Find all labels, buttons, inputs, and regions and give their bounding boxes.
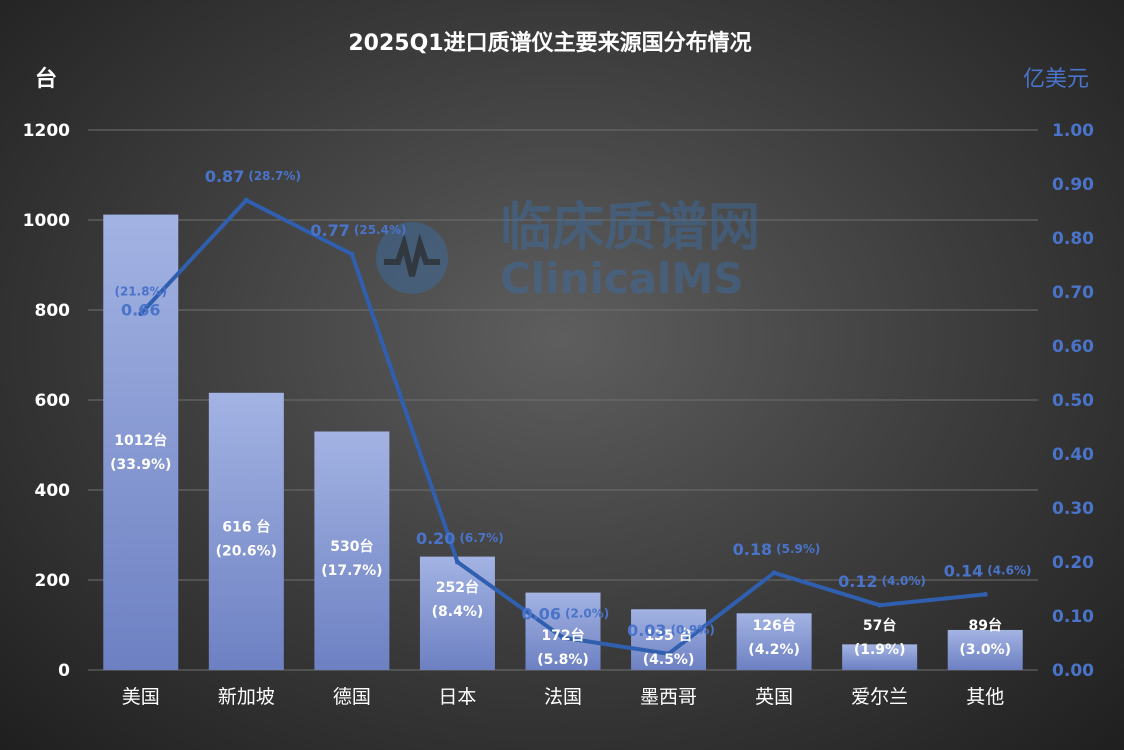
line-pct-label: (4.6%): [987, 563, 1031, 577]
line-value-label: 0.12: [838, 572, 877, 591]
right-tick-label: 0.90: [1052, 175, 1094, 195]
bar-value-label: 57台: [863, 617, 896, 634]
left-tick-label: 600: [35, 391, 71, 411]
left-tick-label: 800: [35, 301, 71, 321]
left-tick-label: 1200: [23, 121, 70, 141]
left-tick-label: 400: [35, 481, 71, 501]
line-value-label: 0.14: [944, 561, 983, 580]
category-label: 新加坡: [218, 686, 275, 708]
category-label: 其他: [966, 686, 1004, 708]
line-value-label: 0.18: [733, 540, 772, 559]
right-tick-label: 0.50: [1052, 391, 1094, 411]
line-point: [666, 651, 672, 657]
bar: [314, 431, 390, 670]
left-tick-label: 200: [35, 571, 71, 591]
bar-pct-label: (4.5%): [643, 652, 695, 668]
right-tick-label: 0.20: [1052, 553, 1094, 573]
line-point: [560, 635, 566, 641]
bar-value-label: 1012台: [114, 432, 167, 449]
axes: 0 200 400 600 800 1000 1200 0.00 0.10 0.20 0.30 0.4…: [23, 121, 1094, 708]
category-label: 英国: [755, 686, 793, 708]
bar: [631, 609, 707, 670]
bar-value-label: 530台: [330, 538, 373, 555]
right-tick-label: 0.00: [1052, 661, 1094, 681]
bar-value-label: 616 台: [222, 518, 270, 535]
category-label: 墨西哥: [640, 686, 697, 708]
bar: [103, 214, 179, 670]
category-label: 爱尔兰: [851, 686, 908, 708]
bar-pct-label: (4.2%): [748, 642, 800, 658]
line-value-label: 0.03: [627, 621, 666, 640]
line-pct-label: (5.9%): [776, 542, 820, 556]
data-labels: 1012台 (33.9%) 616 台 (20.6%) 530台 (17.7%) 252台 (…: [110, 167, 1031, 668]
bar-pct-label: (5.8%): [537, 652, 589, 668]
line-value-label: 0.87: [205, 167, 244, 186]
watermark-en: ClinicalMS: [500, 254, 744, 303]
line-point: [243, 197, 249, 203]
watermark-cn: 临床质谱网: [500, 198, 760, 258]
left-tick-label: 1000: [23, 211, 70, 231]
right-tick-label: 0.60: [1052, 337, 1094, 357]
line-point: [877, 602, 883, 608]
line-pct-label: (0.9%): [671, 623, 715, 637]
watermark: 临床质谱网 ClinicalMS: [376, 198, 760, 303]
bar-pct-label: (1.9%): [854, 642, 906, 658]
watermark-logo-icon: [376, 222, 448, 294]
bar-value-label: 252台: [436, 579, 479, 596]
right-axis-unit: 亿美元: [1023, 67, 1089, 92]
line-series: [138, 197, 988, 657]
category-label: 法国: [544, 686, 582, 708]
line-value-label: 0.20: [416, 529, 455, 548]
bar-pct-label: (3.0%): [959, 642, 1011, 658]
right-tick-label: 1.00: [1052, 121, 1094, 141]
line-point: [138, 311, 144, 317]
line-value-label: 0.77: [310, 221, 349, 240]
category-label: 德国: [333, 686, 371, 708]
line-pct-label: (21.8%): [114, 285, 167, 299]
line-pct-label: (28.7%): [248, 169, 301, 183]
bar-pct-label: (20.6%): [216, 543, 277, 559]
line-value-label: 0.06: [522, 605, 561, 624]
bar-value-label: 172台: [541, 627, 584, 644]
right-tick-label: 0.70: [1052, 283, 1094, 303]
category-label: 日本: [438, 686, 476, 708]
bar: [419, 556, 495, 670]
bar: [208, 392, 284, 670]
bar-series: [103, 214, 1023, 670]
line-point: [982, 591, 988, 597]
line-point: [771, 570, 777, 576]
bar: [842, 644, 918, 670]
bar: [947, 629, 1023, 670]
line-pct-label: (4.0%): [882, 574, 926, 588]
bar-pct-label: (8.4%): [432, 604, 484, 620]
bar-value-label: 89台: [968, 617, 1001, 634]
left-axis-unit: 台: [35, 66, 57, 92]
category-label: 美国: [122, 686, 160, 708]
bar-value-label: 126台: [752, 617, 795, 634]
right-tick-label: 0.80: [1052, 229, 1094, 249]
bar-pct-label: (33.9%): [110, 457, 171, 473]
right-tick-label: 0.10: [1052, 607, 1094, 627]
bar-pct-label: (17.7%): [321, 563, 382, 579]
line-point: [349, 251, 355, 257]
left-tick-label: 0: [58, 661, 70, 681]
bar: [525, 592, 601, 670]
chart-title: 2025Q1进口质谱仪主要来源国分布情况: [348, 30, 751, 56]
line-point: [454, 559, 460, 565]
bar-value-label: 135 台: [645, 627, 693, 644]
line-pct-label: (6.7%): [459, 531, 503, 545]
bar: [736, 613, 812, 670]
line-pct-label: (2.0%): [565, 607, 609, 621]
line-pct-label: (25.4%): [354, 223, 407, 237]
right-tick-label: 0.40: [1052, 445, 1094, 465]
right-tick-label: 0.30: [1052, 499, 1094, 519]
line-value-label: 0.66: [121, 301, 160, 320]
